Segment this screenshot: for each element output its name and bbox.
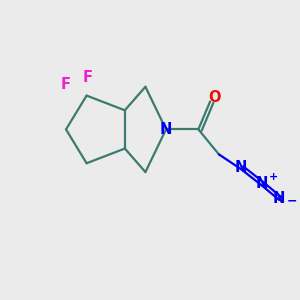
Text: N: N bbox=[273, 191, 285, 206]
Text: O: O bbox=[208, 90, 221, 105]
Text: F: F bbox=[83, 70, 93, 85]
Text: F: F bbox=[60, 77, 70, 92]
Text: +: + bbox=[269, 172, 279, 182]
Text: N: N bbox=[235, 160, 247, 175]
Text: N: N bbox=[160, 122, 172, 137]
Text: N: N bbox=[255, 176, 268, 191]
Text: −: − bbox=[286, 195, 297, 208]
